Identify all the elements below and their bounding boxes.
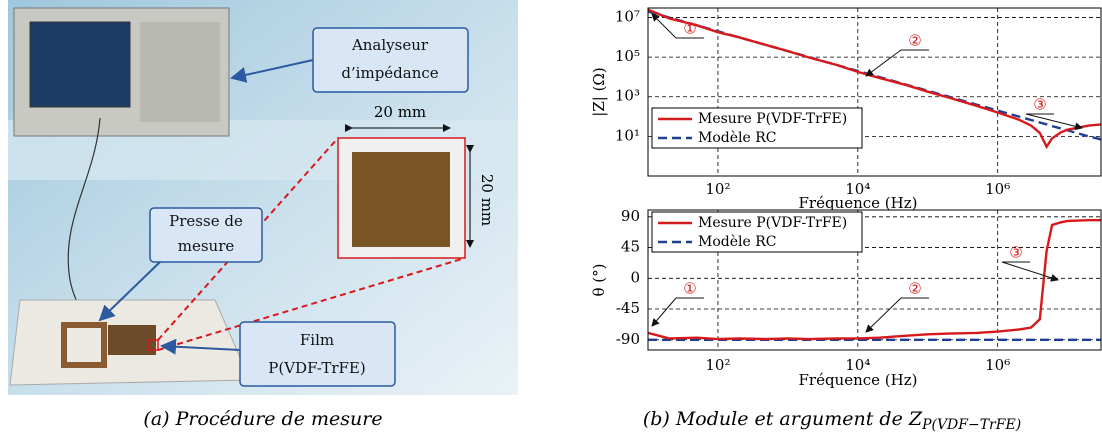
y-tick-label: 45 [621, 238, 640, 256]
series-group [648, 8, 1101, 150]
callout-box [149, 207, 263, 263]
callout-arrow [98, 261, 161, 322]
callout-arrow [230, 59, 314, 83]
zoom-line [157, 257, 466, 351]
caption-text: (b) Module et argument de [643, 408, 909, 430]
caption-subscript: P(VDF−TrFE) [921, 417, 1021, 433]
callout-arrow [160, 338, 241, 355]
series-line [648, 8, 1101, 150]
callout-text: Analyseur [351, 36, 429, 54]
dimension-label: 20 mm [374, 103, 426, 121]
callout-text: Film [300, 331, 334, 349]
annotation-arrow [865, 49, 902, 77]
annotation: ① [683, 20, 696, 38]
photo: 20 mm 20 mm Analyseur d’impédance Presse… [8, 0, 518, 395]
analyzer-screen [29, 21, 131, 108]
series-group [648, 219, 1101, 341]
x-tick-label: 10⁶ [985, 356, 1010, 374]
annotation-arrow [651, 297, 677, 327]
legend-box [651, 211, 863, 253]
y-tick-label: 10¹ [615, 126, 640, 144]
callout-text: mesure [178, 237, 235, 255]
plot-frame [647, 7, 1102, 177]
y-tick-label: 10³ [615, 87, 640, 105]
caption: (a) Procédure de mesure [143, 408, 382, 430]
y-tick-label: 90 [621, 207, 640, 225]
press [61, 322, 107, 368]
annotation: ③ [1033, 96, 1046, 114]
plot-frame [647, 209, 1102, 351]
annotation-arrow [651, 13, 677, 39]
y-axis-label: θ (°) [590, 263, 608, 296]
x-tick-label: 10² [705, 356, 730, 374]
callout-box [239, 321, 396, 387]
plot-area [648, 8, 1101, 176]
legend-label: Mesure P(VDF-TrFE) [698, 215, 847, 231]
caption-symbol: Z [908, 408, 923, 430]
y-tick-label: 10⁵ [615, 47, 640, 65]
y-tick-label: 0 [630, 268, 640, 286]
callout-text: d’impédance [341, 64, 438, 82]
annotation-arrow [1025, 113, 1083, 131]
y-tick-label: -90 [616, 330, 640, 348]
y-tick-label: -45 [616, 299, 640, 317]
y-axis-label: |Z| (Ω) [590, 67, 608, 116]
annotation: ② [908, 32, 921, 50]
legend-label: Modèle RC [698, 130, 776, 146]
callout-text: Presse de [169, 212, 243, 230]
film-highlight [147, 339, 159, 351]
x-axis-label: Fréquence (Hz) [799, 371, 918, 389]
series-line [648, 219, 1101, 341]
legend-label: Modèle RC [698, 234, 776, 250]
x-tick-label: 10⁴ [845, 356, 870, 374]
analyzer-keys [140, 22, 220, 122]
annotation: ② [908, 280, 921, 298]
legend-label: Mesure P(VDF-TrFE) [698, 111, 847, 127]
series-line [648, 10, 1101, 141]
annotation-arrow [1001, 261, 1059, 282]
annotation-arrow [865, 297, 902, 333]
film-sample [352, 152, 450, 247]
x-tick-label: 10² [705, 180, 730, 198]
legend-box [651, 107, 863, 149]
x-tick-label: 10⁶ [985, 180, 1010, 198]
x-tick-label: 10⁴ [845, 180, 870, 198]
dimension-label: 20 mm [478, 174, 496, 226]
caption: (b) Module et argument de ZP(VDF−TrFE) [643, 408, 1021, 433]
annotation: ③ [1009, 244, 1022, 262]
x-axis-label: Fréquence (Hz) [799, 194, 918, 212]
annotation: ① [683, 280, 696, 298]
y-tick-label: 10⁷ [615, 7, 640, 25]
callout-text: P(VDF-TrFE) [268, 359, 365, 377]
